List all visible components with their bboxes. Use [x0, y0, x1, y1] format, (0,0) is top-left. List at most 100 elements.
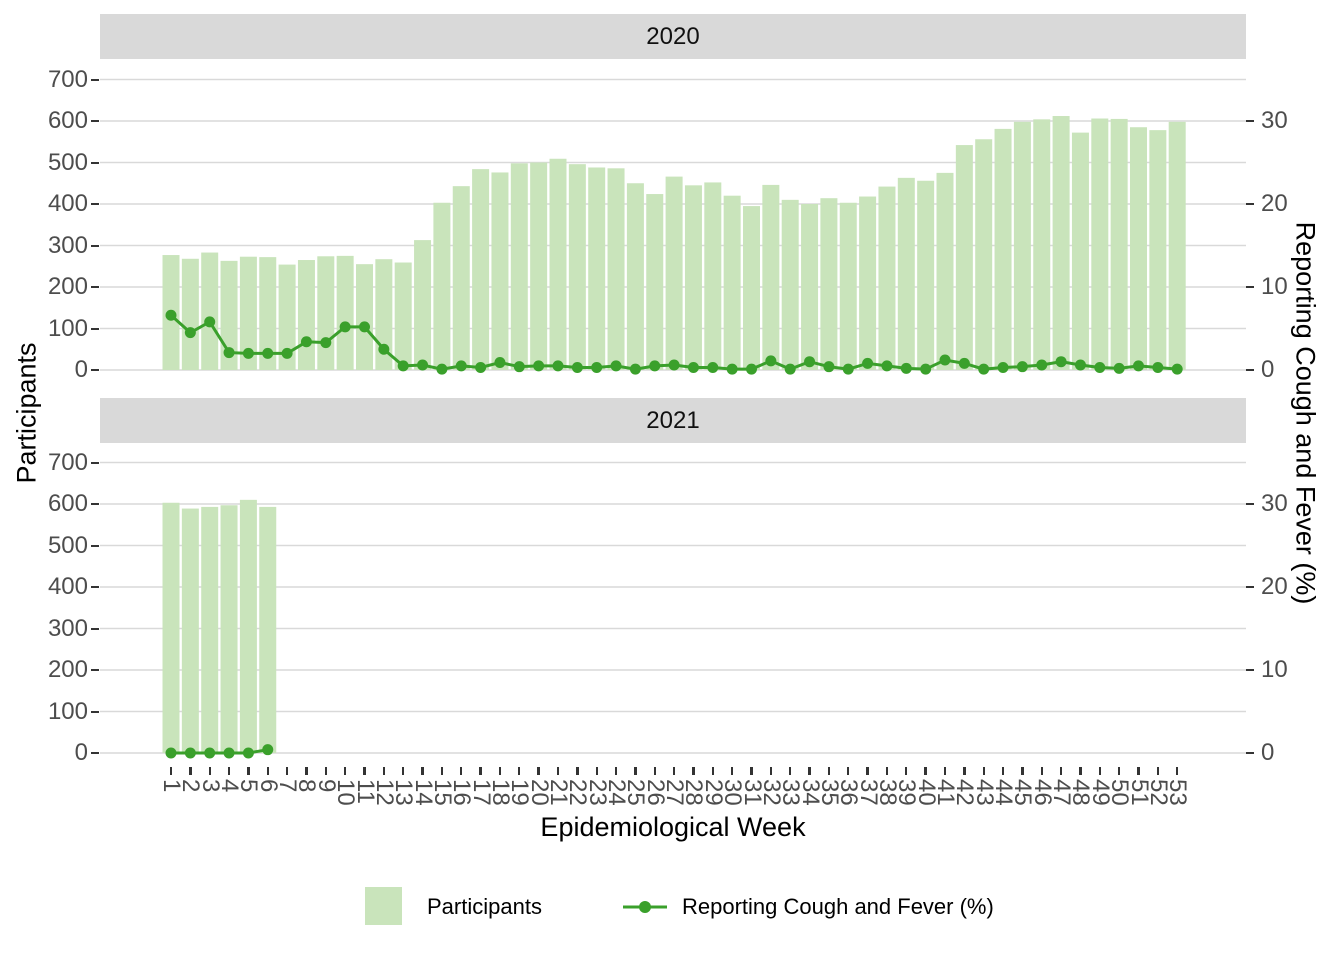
participants-bar — [1071, 132, 1089, 370]
left-tick-label: 0 — [74, 739, 88, 766]
participants-bar — [530, 162, 548, 370]
cough-fever-point — [746, 363, 757, 375]
cough-fever-point — [397, 360, 409, 372]
cough-fever-point — [184, 327, 196, 339]
left-tick-label: 100 — [47, 314, 88, 342]
participants-bar — [1149, 130, 1167, 370]
x-tick-mark — [382, 767, 386, 775]
x-tick-mark — [711, 767, 714, 775]
left-tick-mark — [91, 369, 99, 372]
x-tick-mark — [227, 767, 231, 775]
participants-bar — [452, 186, 470, 370]
cough-fever-point — [1152, 362, 1164, 374]
participants-bar — [1033, 119, 1051, 370]
cough-fever-point — [571, 362, 583, 374]
participants-bar — [297, 260, 315, 370]
cough-fever-point — [1055, 356, 1067, 368]
x-tick-mark — [247, 767, 250, 775]
x-tick-mark — [847, 767, 850, 775]
x-tick-label: 53 — [1164, 779, 1192, 806]
x-tick-mark — [885, 767, 889, 775]
right-tick-mark — [1246, 586, 1254, 589]
x-tick-mark — [537, 767, 540, 775]
left-tick-mark — [91, 244, 99, 247]
participants-bar — [665, 176, 683, 370]
x-tick-mark — [1001, 767, 1005, 775]
cough-fever-point — [359, 321, 370, 333]
cough-fever-point — [823, 361, 835, 373]
participants-bar — [239, 256, 257, 370]
x-tick-mark — [1176, 767, 1179, 775]
x-tick-mark — [924, 767, 927, 775]
cough-fever-point — [223, 747, 235, 759]
participants-bar — [317, 256, 335, 370]
participants-bar — [762, 184, 780, 370]
cough-fever-point — [436, 363, 448, 375]
x-tick-mark — [460, 767, 463, 775]
participants-bar — [1130, 127, 1147, 370]
participants-bar — [994, 128, 1012, 370]
participants-bar — [878, 186, 896, 370]
cough-fever-point — [1074, 359, 1086, 371]
x-tick-mark — [421, 767, 424, 775]
x-tick-mark — [189, 767, 192, 775]
cough-fever-point — [242, 347, 254, 359]
participants-bar — [259, 257, 277, 370]
participants-bar — [588, 167, 606, 370]
facet-strip-2020: 2020 — [100, 14, 1246, 59]
cough-fever-point — [339, 321, 351, 333]
x-tick-mark — [827, 767, 831, 775]
left-tick-label: 500 — [47, 531, 88, 559]
cough-fever-point — [804, 356, 816, 368]
right-tick-label: 30 — [1261, 490, 1288, 517]
x-tick-mark — [808, 767, 811, 775]
left-tick-mark — [91, 669, 99, 672]
left-tick-label: 400 — [47, 573, 88, 600]
cough-fever-point — [242, 747, 254, 759]
cough-fever-point — [668, 359, 680, 371]
left-tick-mark — [91, 203, 99, 206]
cough-fever-point — [262, 347, 274, 359]
x-tick-mark — [1079, 767, 1082, 775]
x-tick-mark — [402, 767, 405, 775]
cough-fever-point — [900, 362, 912, 374]
participants-bar — [897, 177, 915, 370]
legend-line-label: Reporting Cough and Fever (%) — [682, 894, 994, 919]
left-tick-label: 500 — [47, 148, 88, 176]
cough-fever-point — [591, 362, 603, 374]
x-tick-mark — [866, 767, 869, 775]
participants-bar — [626, 183, 644, 370]
cough-fever-point — [629, 363, 641, 375]
x-tick-mark — [305, 767, 308, 775]
cough-fever-point — [533, 360, 545, 372]
x-tick-mark — [672, 767, 676, 775]
cough-fever-point — [978, 363, 990, 375]
participants-bar — [549, 158, 567, 370]
right-tick-mark — [1246, 203, 1254, 206]
left-tick-label: 300 — [47, 231, 88, 259]
facet-strip-2021-label: 2021 — [646, 406, 700, 434]
cough-fever-point — [1016, 361, 1028, 373]
participants-bar — [414, 240, 432, 370]
cough-fever-point — [939, 354, 951, 366]
x-axis-title: Epidemiological Week — [540, 812, 806, 842]
right-tick-mark — [1246, 669, 1254, 672]
cough-fever-point — [881, 360, 893, 372]
x-tick-mark — [963, 767, 966, 775]
participants-bar — [181, 258, 199, 370]
left-tick-mark — [91, 461, 99, 464]
participants-bar — [220, 505, 238, 753]
cough-fever-point — [475, 362, 487, 374]
x-tick-mark — [440, 767, 444, 775]
cough-fever-point — [300, 336, 312, 348]
x-tick-mark — [266, 767, 269, 775]
participants-bar — [607, 168, 625, 370]
x-tick-mark — [653, 767, 656, 775]
participants-bar — [936, 172, 954, 370]
participants-bar — [201, 506, 219, 753]
cough-fever-point — [204, 747, 216, 759]
participants-bar — [278, 264, 296, 370]
participants-bar — [510, 163, 528, 370]
left-tick-label: 700 — [47, 65, 88, 93]
